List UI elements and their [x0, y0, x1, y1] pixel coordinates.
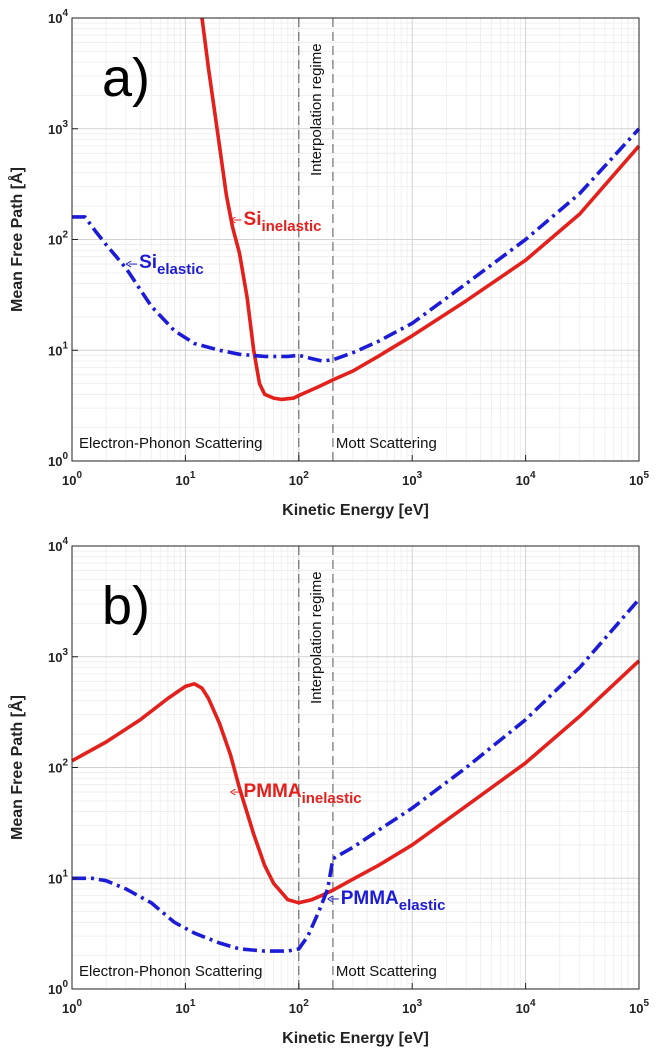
- y-axis-label: Mean Free Path [Å]: [7, 695, 26, 840]
- annotation-arrowhead-elastic: [327, 895, 334, 903]
- y-tick-label: 103: [48, 119, 68, 137]
- y-tick-label: 100: [48, 451, 68, 469]
- grid: [71, 17, 640, 462]
- y-tick-label: 102: [48, 230, 68, 248]
- series-line-inelastic: [200, 17, 641, 402]
- y-tick-label: 104: [48, 8, 68, 26]
- annotation-label-inelastic: PMMAinelastic: [244, 781, 362, 807]
- interpolation-regime-label: Interpolation regime: [308, 571, 325, 704]
- x-tick-label: 102: [289, 998, 309, 1016]
- chart-panel-a: Interpolation regime Electron-Phonon Scat…: [7, 8, 649, 519]
- y-tick-label: 104: [48, 536, 68, 554]
- x-tick-label: 104: [516, 470, 536, 488]
- y-tick-label: 101: [48, 340, 68, 358]
- x-tick-label: 103: [402, 470, 422, 488]
- x-tick-label: 104: [516, 998, 536, 1016]
- y-tick-label: 103: [48, 647, 68, 665]
- series-line-elastic: [72, 127, 641, 363]
- annotation-inelastic: Siinelastic: [230, 209, 322, 235]
- y-tick-label: 102: [48, 758, 68, 776]
- region-label-right: Mott Scattering: [336, 963, 437, 980]
- x-tick-label: 105: [629, 470, 649, 488]
- x-tick-label: 100: [62, 470, 82, 488]
- annotation-arrowhead-inelastic: [230, 788, 236, 796]
- interpolation-regime-label: Interpolation regime: [308, 43, 325, 176]
- annotation-inelastic: PMMAinelastic: [230, 781, 362, 807]
- x-tick-label: 102: [289, 470, 309, 488]
- x-tick-label: 101: [175, 470, 195, 488]
- x-tick-label: 100: [62, 998, 82, 1016]
- x-axis-label: Kinetic Energy [eV]: [282, 1030, 429, 1047]
- x-tick-label: 103: [402, 998, 422, 1016]
- region-label-right: Mott Scattering: [336, 435, 437, 452]
- annotation-label-elastic: PMMAelastic: [341, 888, 446, 914]
- x-tick-label: 105: [629, 998, 649, 1016]
- series-line-elastic: [72, 598, 641, 953]
- panel-label: b): [102, 576, 150, 636]
- annotation-elastic: Sielastic: [125, 252, 204, 278]
- series-line-inelastic: [71, 659, 641, 905]
- panel-label: a): [102, 48, 150, 108]
- y-tick-label: 101: [48, 868, 68, 886]
- y-axis-label: Mean Free Path [Å]: [7, 167, 26, 312]
- annotation-arrowhead-elastic: [125, 260, 132, 268]
- region-label-left: Electron-Phonon Scattering: [79, 435, 262, 452]
- annotation-label-elastic: Sielastic: [139, 252, 204, 278]
- annotation-label-inelastic: Siinelastic: [244, 209, 322, 235]
- annotation-arrowhead-inelastic: [230, 216, 236, 224]
- annotation-elastic: PMMAelastic: [327, 888, 446, 914]
- region-label-left: Electron-Phonon Scattering: [79, 963, 262, 980]
- x-tick-label: 101: [175, 998, 195, 1016]
- y-tick-label: 100: [48, 979, 68, 997]
- chart-panel-b: Interpolation regime Electron-Phonon Scat…: [7, 536, 649, 1047]
- x-axis-label: Kinetic Energy [eV]: [282, 502, 429, 519]
